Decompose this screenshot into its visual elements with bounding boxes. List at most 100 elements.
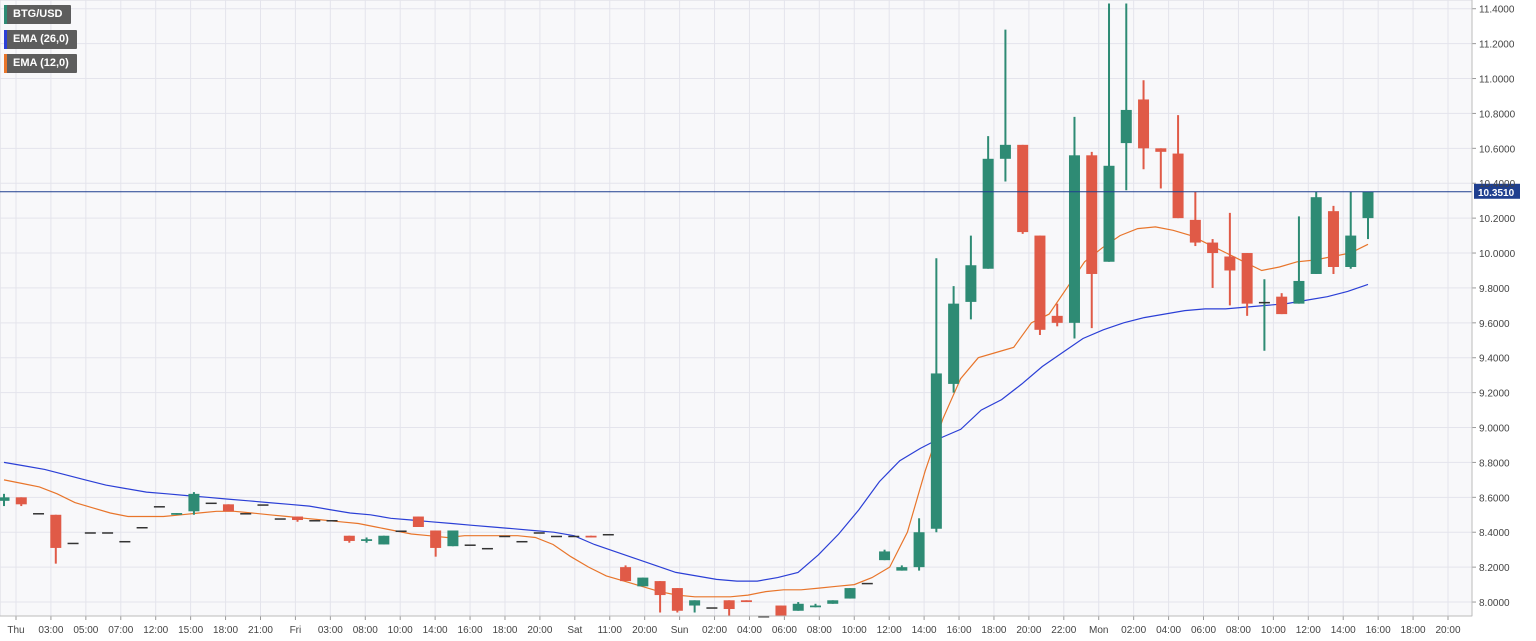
- candle-body: [361, 539, 373, 541]
- candle-body: [326, 520, 338, 522]
- x-tick-label: 18:00: [1401, 625, 1426, 636]
- candle-body: [1068, 155, 1080, 323]
- current-price-line: 10.3510: [0, 183, 1520, 199]
- x-tick-label: 06:00: [1191, 625, 1216, 636]
- candle-body: [775, 605, 787, 616]
- y-tick-label: 10.2000: [1479, 214, 1516, 225]
- candle-body: [153, 506, 165, 508]
- candle-body: [982, 158, 994, 269]
- candle-body: [1034, 235, 1046, 330]
- candle-body: [516, 540, 528, 543]
- y-tick-label: 8.6000: [1479, 493, 1510, 504]
- candle-body: [758, 616, 770, 618]
- y-tick-label: 8.4000: [1479, 528, 1510, 539]
- current-price-label: 10.3510: [1478, 188, 1515, 199]
- x-tick-label: 07:00: [108, 625, 133, 636]
- x-tick-label: 15:00: [178, 625, 203, 636]
- x-tick-label: 05:00: [73, 625, 98, 636]
- y-tick-label: 9.0000: [1479, 424, 1510, 435]
- candle-body: [274, 518, 286, 520]
- x-tick-label: 16:00: [947, 625, 972, 636]
- candle-body: [309, 520, 321, 522]
- candle-body: [913, 532, 925, 568]
- x-tick-label: 16:00: [458, 625, 483, 636]
- candle-body: [292, 516, 304, 521]
- legend-ema12-label: EMA (12,0): [13, 57, 69, 69]
- candle-body: [395, 530, 407, 532]
- candle-body: [188, 493, 200, 512]
- candle-body: [1051, 315, 1063, 323]
- candle-body: [689, 600, 701, 606]
- candle-body: [15, 497, 27, 505]
- x-tick-label: 14:00: [423, 625, 448, 636]
- legend-symbol-swatch: [4, 5, 7, 24]
- candle-body: [222, 504, 234, 512]
- y-tick-label: 11.4000: [1479, 5, 1515, 16]
- candle-body: [430, 530, 442, 548]
- y-tick-label: 8.2000: [1479, 563, 1510, 574]
- y-tick-label: 10.0000: [1479, 249, 1516, 260]
- candle-body: [792, 603, 804, 611]
- candle-body: [84, 532, 96, 534]
- legend-ema26: EMA (26,0): [4, 30, 77, 49]
- candle-body: [67, 542, 79, 545]
- x-tick-label: 20:00: [1016, 625, 1041, 636]
- candle-body: [1276, 296, 1288, 315]
- candle-body: [1241, 253, 1253, 304]
- x-tick-label: 12:00: [143, 625, 168, 636]
- candle-body: [1017, 144, 1029, 233]
- x-tick-label: 06:00: [772, 625, 797, 636]
- candle-body: [861, 582, 873, 585]
- x-tick-label: 04:00: [1156, 625, 1181, 636]
- x-tick-label: 20:00: [527, 625, 552, 636]
- candle-body: [844, 588, 856, 599]
- x-tick-label: Mon: [1089, 625, 1108, 636]
- candle-body: [1345, 235, 1357, 267]
- candle-body: [896, 567, 908, 571]
- candle-body: [568, 535, 580, 538]
- candle-body: [257, 504, 269, 506]
- candle-body: [343, 535, 355, 541]
- x-tick-label: 03:00: [318, 625, 343, 636]
- candle-body: [499, 535, 511, 538]
- candle-body: [585, 535, 597, 538]
- x-tick-label: 12:00: [1296, 625, 1321, 636]
- x-tick-label: 08:00: [807, 625, 832, 636]
- ema12-line: [3, 226, 1369, 598]
- x-tick-label: 16:00: [1366, 625, 1391, 636]
- candle-body: [102, 532, 114, 534]
- x-tick-label: 12:00: [877, 625, 902, 636]
- candle-body: [930, 373, 942, 529]
- ema12-series: [3, 226, 1369, 598]
- candle-body: [1189, 219, 1201, 243]
- x-tick-label: 18:00: [492, 625, 517, 636]
- y-tick-label: 9.2000: [1479, 389, 1510, 400]
- x-tick-label: 10:00: [388, 625, 413, 636]
- candle-body: [171, 513, 183, 515]
- candle-body: [447, 530, 459, 547]
- candle-body: [948, 303, 960, 384]
- y-tick-label: 9.6000: [1479, 319, 1510, 330]
- candle-body: [1207, 242, 1219, 254]
- candle-body: [740, 600, 752, 603]
- candle-body: [602, 533, 614, 536]
- candle-body: [1310, 197, 1322, 274]
- candle-body: [33, 513, 45, 515]
- candle-body: [879, 551, 891, 561]
- candle-body: [1172, 153, 1184, 219]
- x-tick-label: 18:00: [981, 625, 1006, 636]
- candle-body: [1138, 99, 1150, 149]
- candle-body: [654, 581, 666, 596]
- chart-grid: [0, 0, 1473, 617]
- candle-body: [965, 265, 977, 302]
- candle-body: [551, 535, 563, 538]
- x-axis: Thu 03:00 05:00 07:00 12:00 15:00 18:00 21:00 Fr…: [0, 615, 1472, 636]
- legend-ema12: EMA (12,0): [4, 54, 77, 73]
- y-axis: 8.0000 8.2000 8.4000 8.6000 8.8000 9.0000 9.20…: [1471, 0, 1516, 616]
- y-tick-label: 10.6000: [1479, 144, 1516, 155]
- x-tick-label: 22:00: [1051, 625, 1076, 636]
- x-tick-label: Fri: [290, 625, 302, 636]
- x-tick-label: 08:00: [353, 625, 378, 636]
- candle-body: [205, 502, 217, 505]
